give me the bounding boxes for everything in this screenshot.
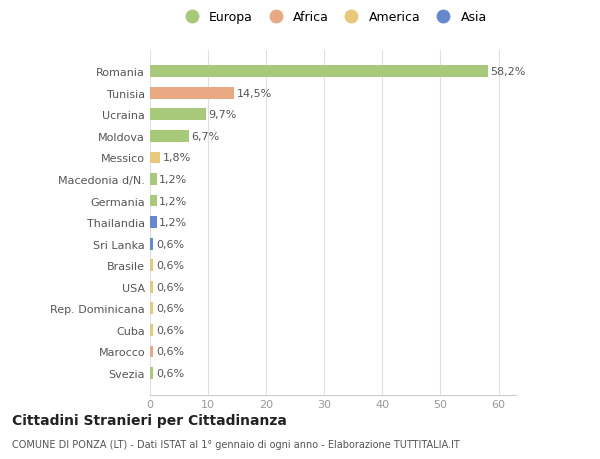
- Text: 0,6%: 0,6%: [156, 347, 184, 357]
- Bar: [150, 66, 488, 78]
- Text: 6,7%: 6,7%: [191, 132, 220, 141]
- Text: 1,2%: 1,2%: [159, 196, 188, 206]
- Text: 9,7%: 9,7%: [209, 110, 237, 120]
- Text: 1,2%: 1,2%: [159, 174, 188, 185]
- Text: 0,6%: 0,6%: [156, 282, 184, 292]
- Bar: [150, 174, 157, 185]
- Bar: [150, 131, 189, 142]
- Bar: [150, 346, 154, 358]
- Text: 14,5%: 14,5%: [236, 89, 272, 99]
- Bar: [150, 152, 160, 164]
- Bar: [150, 109, 206, 121]
- Bar: [150, 88, 234, 100]
- Text: 58,2%: 58,2%: [490, 67, 526, 77]
- Bar: [150, 367, 154, 379]
- Text: Cittadini Stranieri per Cittadinanza: Cittadini Stranieri per Cittadinanza: [12, 414, 287, 428]
- Text: 0,6%: 0,6%: [156, 261, 184, 271]
- Text: 1,8%: 1,8%: [163, 153, 191, 163]
- Bar: [150, 324, 154, 336]
- Bar: [150, 281, 154, 293]
- Legend: Europa, Africa, America, Asia: Europa, Africa, America, Asia: [176, 9, 490, 27]
- Bar: [150, 260, 154, 272]
- Text: 0,6%: 0,6%: [156, 325, 184, 335]
- Text: COMUNE DI PONZA (LT) - Dati ISTAT al 1° gennaio di ogni anno - Elaborazione TUTT: COMUNE DI PONZA (LT) - Dati ISTAT al 1° …: [12, 440, 460, 449]
- Bar: [150, 238, 154, 250]
- Bar: [150, 303, 154, 314]
- Text: 0,6%: 0,6%: [156, 304, 184, 313]
- Text: 0,6%: 0,6%: [156, 368, 184, 378]
- Text: 0,6%: 0,6%: [156, 239, 184, 249]
- Text: 1,2%: 1,2%: [159, 218, 188, 228]
- Bar: [150, 217, 157, 229]
- Bar: [150, 195, 157, 207]
